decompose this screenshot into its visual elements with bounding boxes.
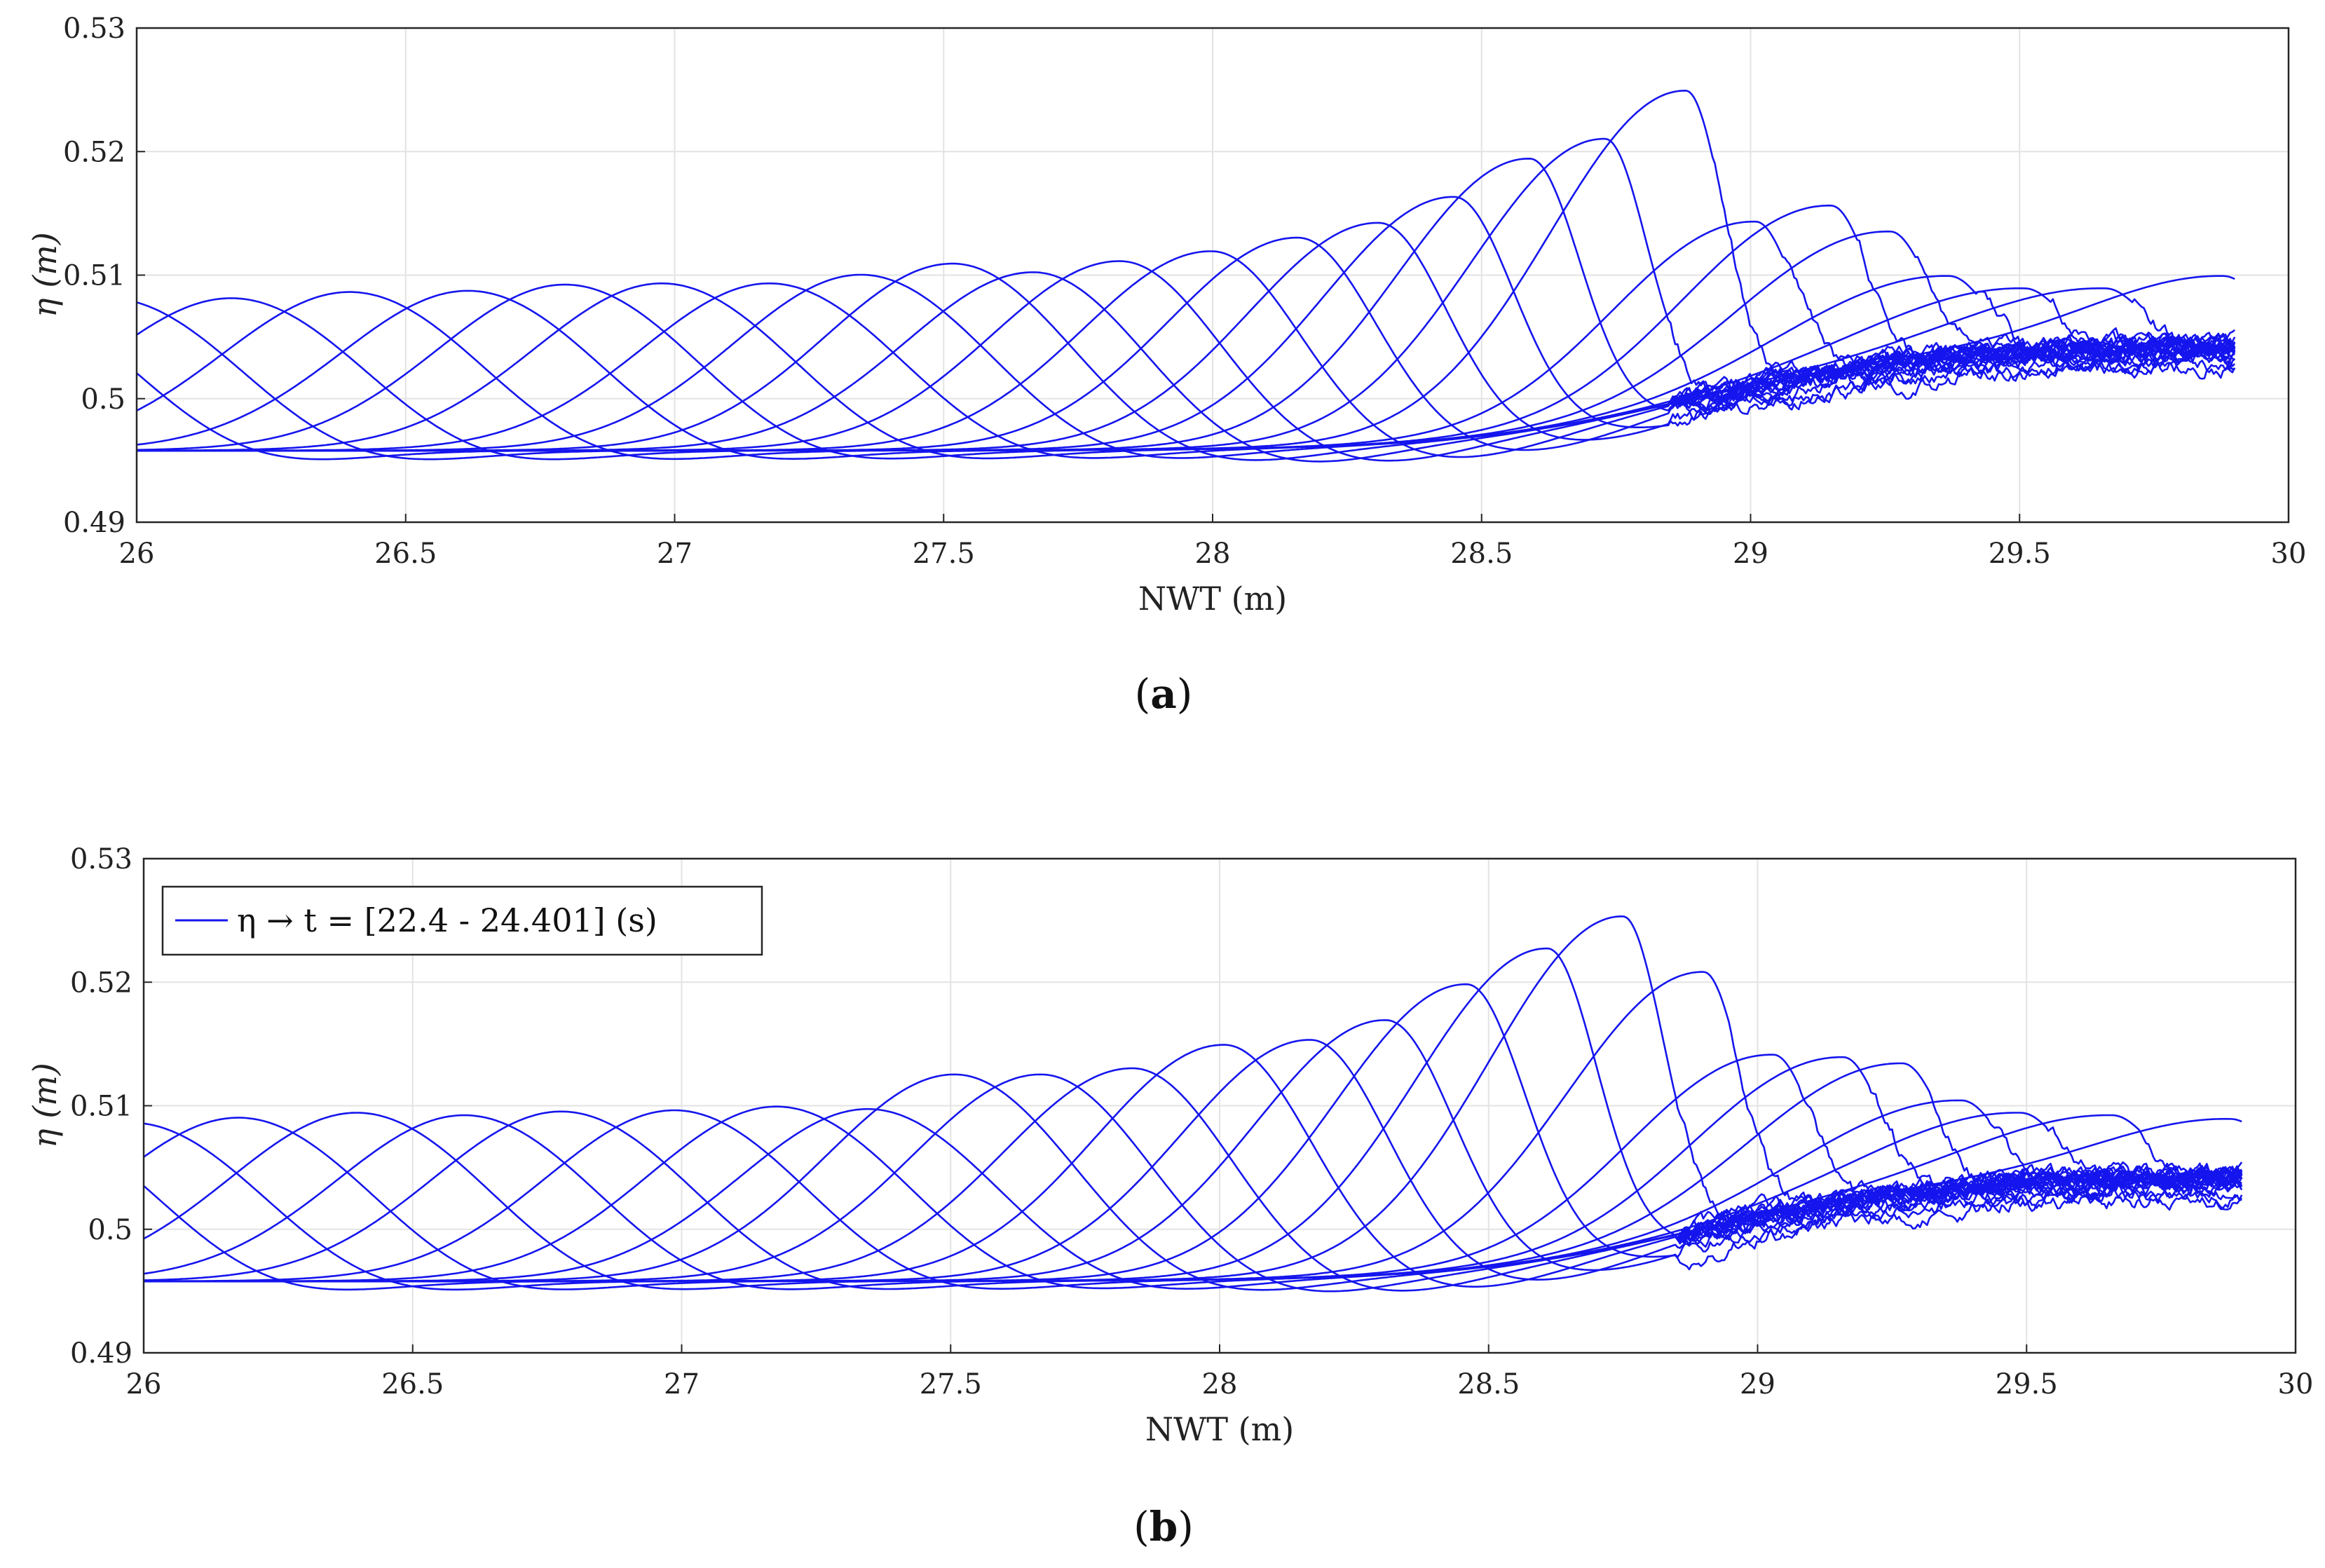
legend-box — [161, 885, 763, 956]
panel-b: 26 26.5 27 27.5 28 28.5 29 29.5 30 0.490.50.510.… — [26, 843, 2313, 1550]
series-line — [137, 230, 2235, 452]
y-tick-label: 0.53 — [63, 13, 125, 45]
y-tick-label: 0.49 — [70, 1337, 132, 1370]
x-tick-label: 26 — [126, 1368, 162, 1400]
x-tick-label: 27 — [664, 1368, 700, 1400]
x-tick-label: 30 — [2278, 1368, 2314, 1400]
x-tick-label: 27.5 — [913, 538, 975, 570]
x-tick-label: 27.5 — [920, 1368, 982, 1400]
x-tick-label: 26.5 — [381, 1368, 444, 1400]
y-tick-label: 0.52 — [70, 967, 132, 999]
series-line — [144, 983, 2243, 1283]
series-line — [144, 971, 2242, 1283]
series-line — [137, 275, 2235, 452]
series-line — [144, 1019, 2242, 1283]
x-tick-label: 26.5 — [374, 538, 437, 570]
series-line — [137, 221, 2236, 452]
series-line — [144, 1118, 2242, 1283]
y-axis-label-b: η (m) — [26, 1063, 64, 1148]
y-tick-label: 0.5 — [88, 1214, 132, 1246]
series-line — [137, 196, 2236, 452]
x-axis-label-a: NWT (m) — [1138, 580, 1287, 618]
series-line — [137, 137, 2236, 452]
y-tick-label: 0.5 — [81, 383, 125, 416]
x-tick-label: 26 — [119, 538, 155, 570]
panel-a: 26 26.5 27 27.5 28 28.5 29 29.5 30 0.490.50.510.… — [26, 13, 2306, 718]
y-tick-label: 0.49 — [63, 507, 125, 539]
series-line — [144, 915, 2243, 1283]
series-line — [137, 282, 2236, 459]
series-line — [144, 1039, 2243, 1283]
legend-label: η → t = [22.4 - 24.401] (s) — [237, 901, 657, 939]
series-line — [144, 1067, 2242, 1292]
series-line — [137, 236, 2236, 452]
x-tick-labels-a: 26 26.5 27 27.5 28 28.5 29 29.5 30 — [119, 514, 2307, 570]
y-tick-labels-a: 0.49 0.5 0.51 0.52 0.53 — [63, 13, 145, 539]
series-line — [144, 1044, 2243, 1288]
x-tick-label: 29.5 — [1989, 538, 2051, 570]
x-tick-labels-b: 26 26.5 27 27.5 28 28.5 29 29.5 30 — [126, 1344, 2314, 1400]
series-line — [137, 327, 2236, 461]
series-line — [144, 1122, 2242, 1291]
legend: η → t = [22.4 - 24.401] (s) — [161, 885, 763, 956]
series-group-a — [137, 90, 2236, 463]
x-tick-label: 28 — [1195, 538, 1231, 570]
x-tick-label: 30 — [2271, 538, 2307, 570]
x-tick-label: 28 — [1202, 1368, 1238, 1400]
x-tick-label: 29 — [1733, 538, 1768, 570]
panel-caption-b: (b) — [1133, 1503, 1194, 1550]
y-tick-labels-b: 0.49 0.5 0.51 0.52 0.53 — [70, 843, 152, 1370]
x-tick-label: 29.5 — [1996, 1368, 2058, 1400]
grid-a — [137, 28, 2289, 522]
series-line — [137, 204, 2236, 452]
x-tick-label: 27 — [657, 538, 693, 570]
series-group-b — [144, 915, 2243, 1293]
x-axis-label-b: NWT (m) — [1145, 1410, 1294, 1448]
x-tick-label: 28.5 — [1450, 538, 1513, 570]
y-axis-label-a: η (m) — [26, 232, 64, 318]
x-tick-label: 28.5 — [1457, 1368, 1520, 1400]
y-tick-label: 0.53 — [70, 843, 132, 875]
panel-caption-a: (a) — [1135, 670, 1193, 718]
y-tick-label: 0.51 — [70, 1091, 132, 1123]
y-tick-label: 0.51 — [63, 260, 125, 292]
x-tick-label: 29 — [1740, 1368, 1775, 1400]
y-tick-label: 0.52 — [63, 136, 125, 168]
